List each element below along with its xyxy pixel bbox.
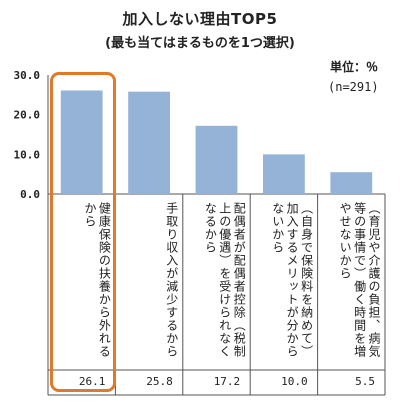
y-tick-label: 0.0 — [20, 188, 40, 201]
data-value-label: 17.2 — [213, 375, 241, 388]
category-label: （育児や介護の負担、病気等の事情で）働く時間を増やせないから — [338, 202, 381, 358]
y-tick-label: 30.0 — [14, 69, 41, 82]
data-value-label: 26.1 — [78, 375, 106, 388]
sample-size-label: (n=291) — [328, 80, 379, 94]
bar — [128, 91, 170, 194]
data-value-label: 10.0 — [281, 375, 308, 388]
y-tick-label: 10.0 — [14, 148, 41, 161]
category-label: 手取り収入が減少するから — [164, 202, 179, 358]
chart-subtitle: (最も当てはまるものを1つ選択) — [105, 36, 295, 51]
bar — [195, 125, 238, 194]
category-label: （自身で保険料を納めて）加入するメリットが分からないから — [270, 202, 314, 358]
bar — [330, 172, 373, 194]
bar — [60, 90, 103, 194]
unit-label: 単位：％ — [330, 60, 379, 74]
data-value-label: 25.8 — [146, 375, 173, 388]
category-label: 健康保険の扶養から外れるから — [82, 202, 112, 358]
y-tick-label: 20.0 — [14, 109, 41, 122]
data-value-label: 5.5 — [355, 375, 375, 388]
category-label: 配偶者が配偶者控除（税制上の優遇）を受けられなくなるから — [203, 202, 247, 358]
chart-title: 加入しない理由TOP5 — [122, 10, 278, 28]
bar — [263, 154, 305, 194]
